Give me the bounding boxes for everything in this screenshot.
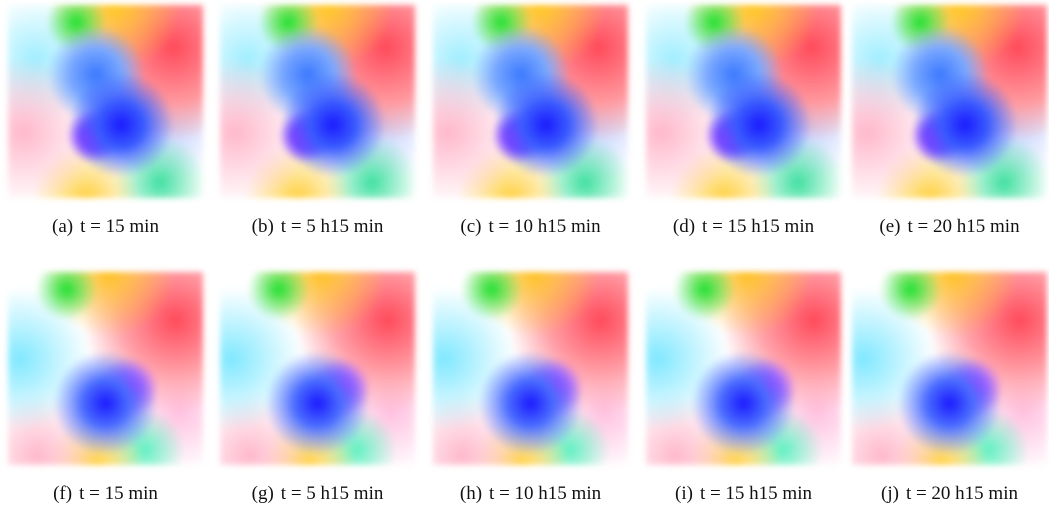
caption-caption: t = 15 min: [80, 216, 159, 237]
subfigure: (f) t = 15 min: [8, 272, 203, 504]
subfigure-caption: (c) t = 10 h15 min: [419, 216, 642, 238]
flow-image: [220, 272, 415, 465]
subfigure: (g) t = 5 h15 min: [220, 272, 415, 504]
caption-caption: t = 5 h15 min: [280, 216, 384, 237]
subfigure: (b) t = 5 h15 min: [220, 5, 415, 237]
caption-label: (i): [675, 483, 693, 504]
caption-label: (b): [251, 216, 274, 237]
caption-caption: t = 20 h15 min: [905, 483, 1018, 504]
flow-image: [8, 5, 203, 198]
subfigure: (a) t = 15 min: [8, 5, 203, 237]
subfigure-caption: (b) t = 5 h15 min: [206, 216, 429, 238]
subfigure-caption: (e) t = 20 h15 min: [838, 216, 1049, 238]
subfigure-caption: (j) t = 20 h15 min: [838, 483, 1049, 505]
subfigure-caption: (f) t = 15 min: [0, 483, 217, 505]
caption-label: (g): [251, 483, 274, 504]
subfigure: (e) t = 20 h15 min: [852, 5, 1047, 237]
caption-label: (j): [881, 483, 899, 504]
flow-image: [646, 272, 841, 465]
caption-caption: t = 20 h15 min: [907, 216, 1020, 237]
caption-caption: t = 15 h15 min: [702, 216, 815, 237]
flow-image: [646, 5, 841, 198]
caption-label: (f): [53, 483, 73, 504]
flow-image: [220, 5, 415, 198]
caption-caption: t = 15 h15 min: [699, 483, 812, 504]
subfigure: (c) t = 10 h15 min: [433, 5, 628, 237]
subfigure-caption: (i) t = 15 h15 min: [632, 483, 855, 505]
flow-image: [852, 5, 1047, 198]
caption-caption: t = 15 min: [79, 483, 158, 504]
caption-caption: t = 10 h15 min: [489, 483, 602, 504]
caption-label: (d): [672, 216, 696, 237]
caption-label: (e): [879, 216, 901, 237]
subfigure: (i) t = 15 h15 min: [646, 272, 841, 504]
subfigure-caption: (h) t = 10 h15 min: [419, 483, 642, 505]
flow-image: [8, 272, 203, 465]
flow-image: [433, 5, 628, 198]
subfigure-caption: (a) t = 15 min: [0, 216, 217, 238]
flow-image: [433, 272, 628, 465]
caption-caption: t = 10 h15 min: [488, 216, 601, 237]
subfigure: (j) t = 20 h15 min: [852, 272, 1047, 504]
subfigure: (h) t = 10 h15 min: [433, 272, 628, 504]
caption-label: (c): [460, 216, 482, 237]
subfigure-caption: (d) t = 15 h15 min: [632, 216, 855, 238]
flow-image: [852, 272, 1047, 465]
subfigure-caption: (g) t = 5 h15 min: [206, 483, 429, 505]
caption-label: (a): [52, 216, 74, 237]
caption-label: (h): [459, 483, 483, 504]
caption-caption: t = 5 h15 min: [280, 483, 384, 504]
subfigure: (d) t = 15 h15 min: [646, 5, 841, 237]
